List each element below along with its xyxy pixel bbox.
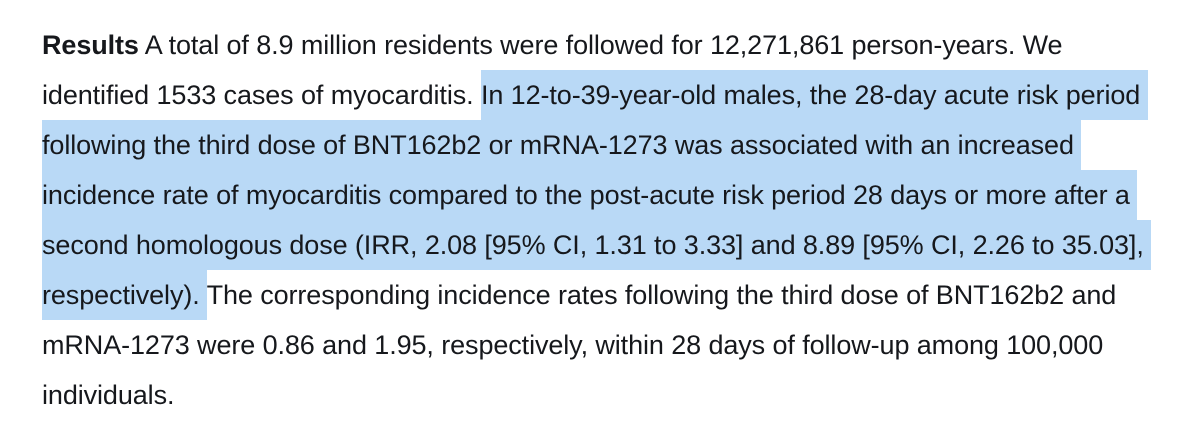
highlighted-text: following the third dose of BNT162b2 or … [42, 120, 1082, 170]
highlighted-text: respectively). [42, 270, 207, 320]
abstract-line-4: incidence rate of myocarditis compared t… [42, 170, 1158, 220]
abstract-line-7: mRNA-1273 were 0.86 and 1.95, respective… [42, 320, 1158, 370]
section-label-bold: Results [42, 30, 139, 60]
abstract-line-1: Results A total of 8.9 million residents… [42, 20, 1158, 70]
highlighted-text: second homologous dose (IRR, 2.08 [95% C… [42, 220, 1152, 270]
highlighted-text: In 12-to-39-year-old males, the 28-day a… [480, 70, 1148, 120]
line-text: A total of 8.9 million residents were fo… [138, 30, 1063, 60]
abstract-line-2: identified 1533 cases of myocarditis. In… [42, 70, 1158, 120]
results-paragraph: Results A total of 8.9 million residents… [42, 20, 1158, 420]
line-text: individuals. [42, 380, 175, 410]
line-text: identified 1533 cases of myocarditis. [42, 80, 481, 110]
abstract-line-5: second homologous dose (IRR, 2.08 [95% C… [42, 220, 1158, 270]
abstract-line-8: individuals. [42, 370, 1158, 420]
abstract-line-6: respectively). The corresponding inciden… [42, 270, 1158, 320]
highlighted-text: incidence rate of myocarditis compared t… [42, 170, 1138, 220]
line-text: The corresponding incidence rates follow… [206, 280, 1117, 310]
abstract-line-3: following the third dose of BNT162b2 or … [42, 120, 1158, 170]
line-text: mRNA-1273 were 0.86 and 1.95, respective… [42, 330, 1104, 360]
